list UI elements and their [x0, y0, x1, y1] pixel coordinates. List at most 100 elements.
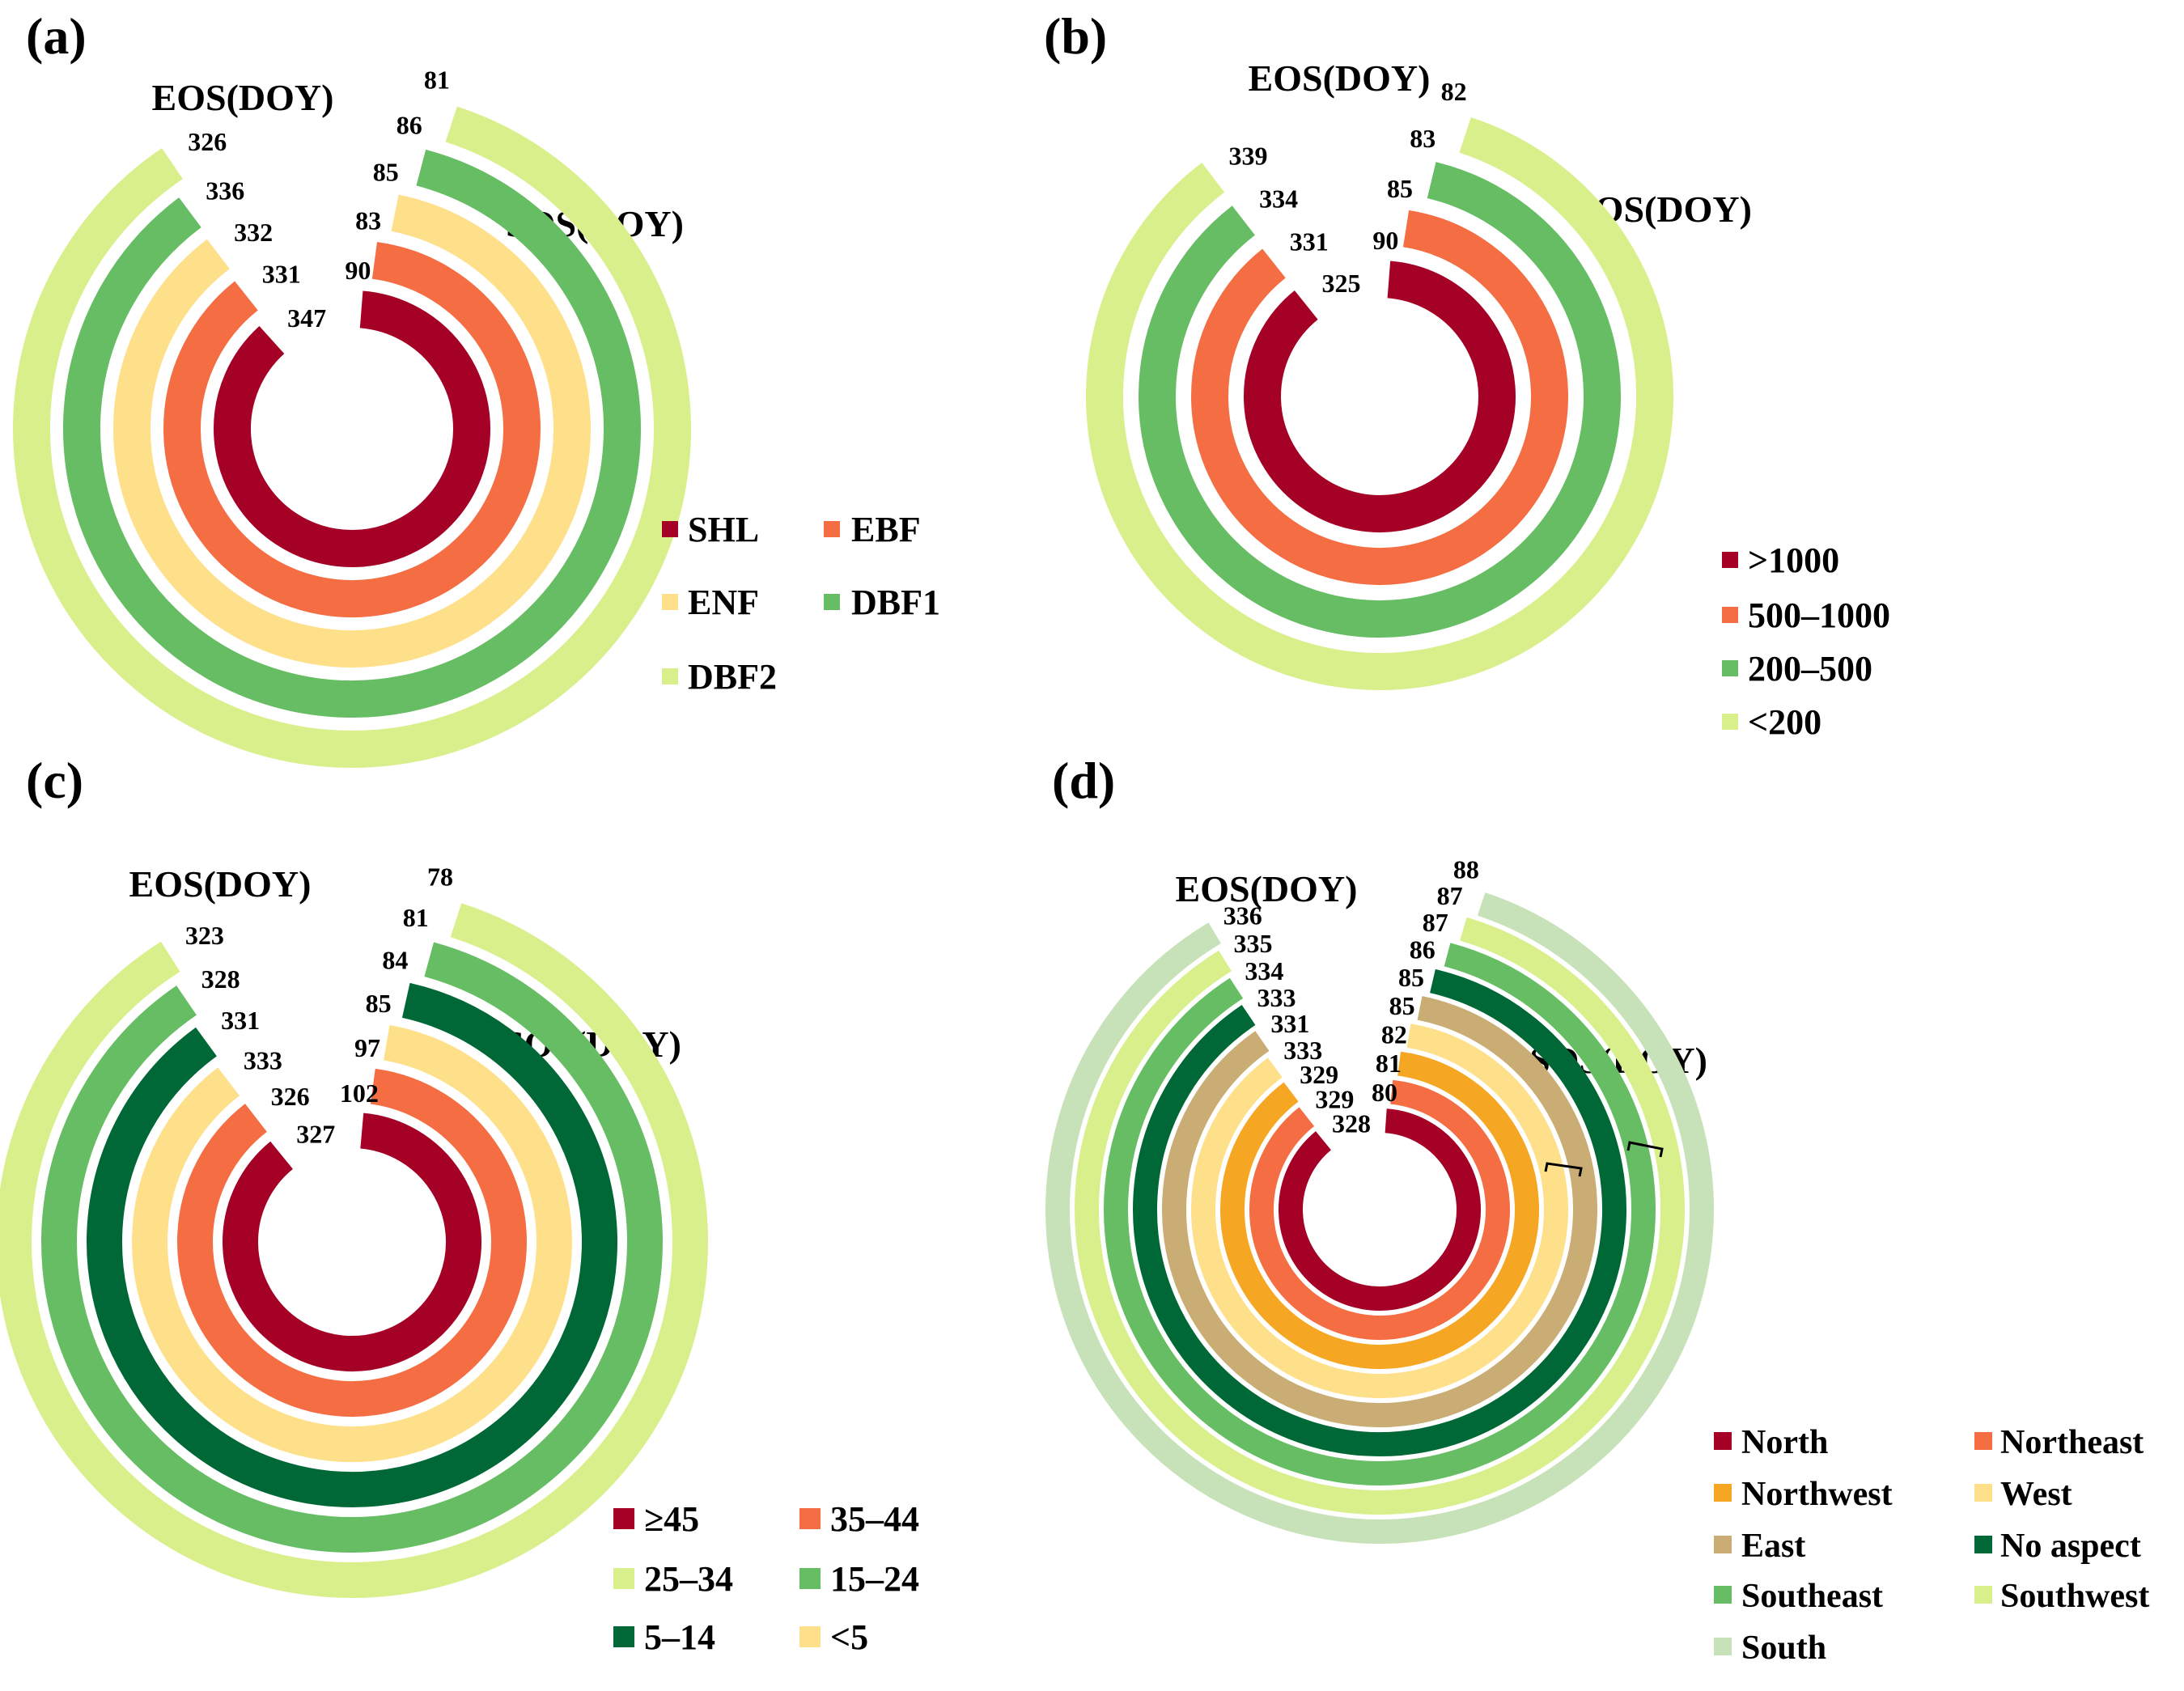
legend-label-200-500: 200–500	[1748, 649, 1872, 689]
legend-swatch-enf	[662, 594, 678, 610]
legend-item-northwest: Northwest	[1714, 1476, 1893, 1513]
panel-c-rings	[0, 903, 709, 1598]
legend-item-25-34: 25–34	[613, 1559, 733, 1599]
legend-swatch-west	[1974, 1484, 1992, 1502]
legend-item-northeast: Northeast	[1974, 1424, 2144, 1461]
sos-label-gt1000: 90	[1372, 226, 1398, 255]
ring-500-1000	[1191, 210, 1568, 585]
bracket-southeast-southwest	[1626, 1141, 1664, 1158]
legend-swatch-35-44	[799, 1508, 821, 1529]
ring-gt1000	[1244, 261, 1516, 532]
sos-label-southwest: 87	[1437, 881, 1463, 910]
legend-item-east: East	[1714, 1528, 1805, 1565]
legend-label-15-24: 15–24	[830, 1559, 919, 1599]
legend-label-dbf1: DBF1	[851, 583, 940, 622]
eos-label-35-44: 326	[271, 1082, 310, 1111]
panel-d-rings	[1045, 892, 1714, 1544]
eos-label-southwest: 335	[1233, 929, 1272, 958]
ring-ebf	[163, 242, 541, 617]
sos-label-southeast: 87	[1423, 908, 1448, 937]
legend-swatch-15-24	[799, 1568, 821, 1589]
ring-lt200	[1086, 117, 1673, 690]
ring-northeast	[1249, 1079, 1510, 1340]
legend-item-ebf: EBF	[824, 510, 921, 549]
ring-enf	[113, 194, 591, 668]
legend-swatch-southeast	[1714, 1586, 1732, 1604]
sos-label-500-1000: 85	[1387, 174, 1413, 203]
legend-label-5-14: 5–14	[644, 1617, 715, 1657]
panel-d-legend: North Northeast Northwest West East No a…	[1714, 1424, 2149, 1667]
panel-a-eos-title: EOS(DOY)	[152, 77, 334, 118]
legend-swatch-5-14	[613, 1626, 634, 1647]
legend-label-northeast: Northeast	[2000, 1424, 2144, 1461]
sos-label-ge45: 102	[340, 1079, 379, 1108]
legend-label-ebf: EBF	[851, 510, 921, 549]
ring-shl	[214, 290, 490, 567]
legend-item-500-1000: 500–1000	[1722, 595, 1890, 635]
legend-label-northwest: Northwest	[1741, 1476, 1893, 1513]
ring-ge45	[223, 1112, 481, 1371]
legend-swatch-dbf1	[824, 594, 840, 610]
legend-item-ge45: ≥45	[613, 1499, 699, 1539]
legend-label-500-1000: 500–1000	[1748, 595, 1890, 635]
legend-swatch-northeast	[1974, 1432, 1992, 1450]
eos-label-5-14: 331	[221, 1006, 260, 1035]
eos-label-15-24: 328	[201, 964, 240, 994]
panel-a-value-labels: 90 347 83 331 85 332 86 336 81 326	[188, 65, 450, 333]
legend-item-southeast: Southeast	[1714, 1578, 1883, 1615]
ring-east	[1162, 996, 1597, 1427]
ring-25-34	[0, 903, 709, 1598]
legend-label-south: South	[1741, 1630, 1826, 1667]
eos-label-east: 331	[1270, 1009, 1309, 1038]
legend-item-enf: ENF	[662, 583, 759, 622]
sos-label-5-14: 84	[382, 945, 408, 974]
ring-north	[1279, 1108, 1481, 1311]
eos-label-no-aspect: 333	[1257, 983, 1296, 1012]
eos-label-ebf: 331	[262, 259, 301, 288]
eos-label-shl: 347	[287, 303, 326, 333]
legend-label-enf: ENF	[688, 583, 759, 622]
ring-dbf2	[13, 106, 691, 768]
sos-label-dbf1: 86	[397, 110, 422, 139]
ring-200-500	[1139, 162, 1621, 638]
legend-item-southwest: Southwest	[1974, 1578, 2149, 1615]
legend-label-lt5: <5	[830, 1617, 868, 1657]
legend-label-west: West	[2000, 1476, 2072, 1513]
eos-label-25-34: 323	[185, 921, 224, 950]
ring-southwest	[1075, 917, 1685, 1515]
panel-b-value-labels: 90 325 85 331 83 334 82 339	[1229, 77, 1467, 298]
legend-label-no-aspect: No aspect	[2000, 1528, 2141, 1565]
legend-swatch-southwest	[1974, 1586, 1992, 1604]
sos-label-15-24: 81	[403, 903, 429, 932]
sos-label-dbf2: 81	[424, 65, 450, 94]
sos-label-lt5: 85	[366, 989, 392, 1018]
sos-label-west: 85	[1389, 991, 1415, 1020]
ring-lt5	[132, 1025, 572, 1462]
panel-a-letter: (a)	[26, 7, 87, 65]
bracket-west-east	[1544, 1162, 1583, 1177]
legend-swatch-shl	[662, 521, 678, 537]
legend-swatch-north	[1714, 1432, 1732, 1450]
eos-label-west: 333	[1283, 1036, 1322, 1065]
legend-item-15-24: 15–24	[799, 1559, 919, 1599]
sos-label-east: 85	[1398, 963, 1424, 992]
legend-label-southwest: Southwest	[2000, 1578, 2149, 1615]
sos-label-35-44: 97	[354, 1033, 380, 1062]
ring-15-24	[41, 942, 663, 1553]
eos-label-north: 328	[1332, 1108, 1371, 1138]
legend-label-north: North	[1741, 1424, 1828, 1461]
panel-b-rings	[1086, 117, 1673, 690]
legend-swatch-gt1000	[1722, 552, 1738, 568]
legend-item-lt200: <200	[1722, 702, 1821, 742]
eos-label-dbf1: 336	[206, 176, 244, 205]
sos-label-south: 88	[1453, 855, 1479, 884]
eos-label-south: 336	[1223, 901, 1262, 930]
legend-item-south: South	[1714, 1630, 1826, 1667]
legend-label-east: East	[1741, 1528, 1805, 1565]
legend-swatch-200-500	[1722, 660, 1738, 676]
eos-label-dbf2: 326	[188, 127, 227, 156]
legend-swatch-northwest	[1714, 1484, 1732, 1502]
